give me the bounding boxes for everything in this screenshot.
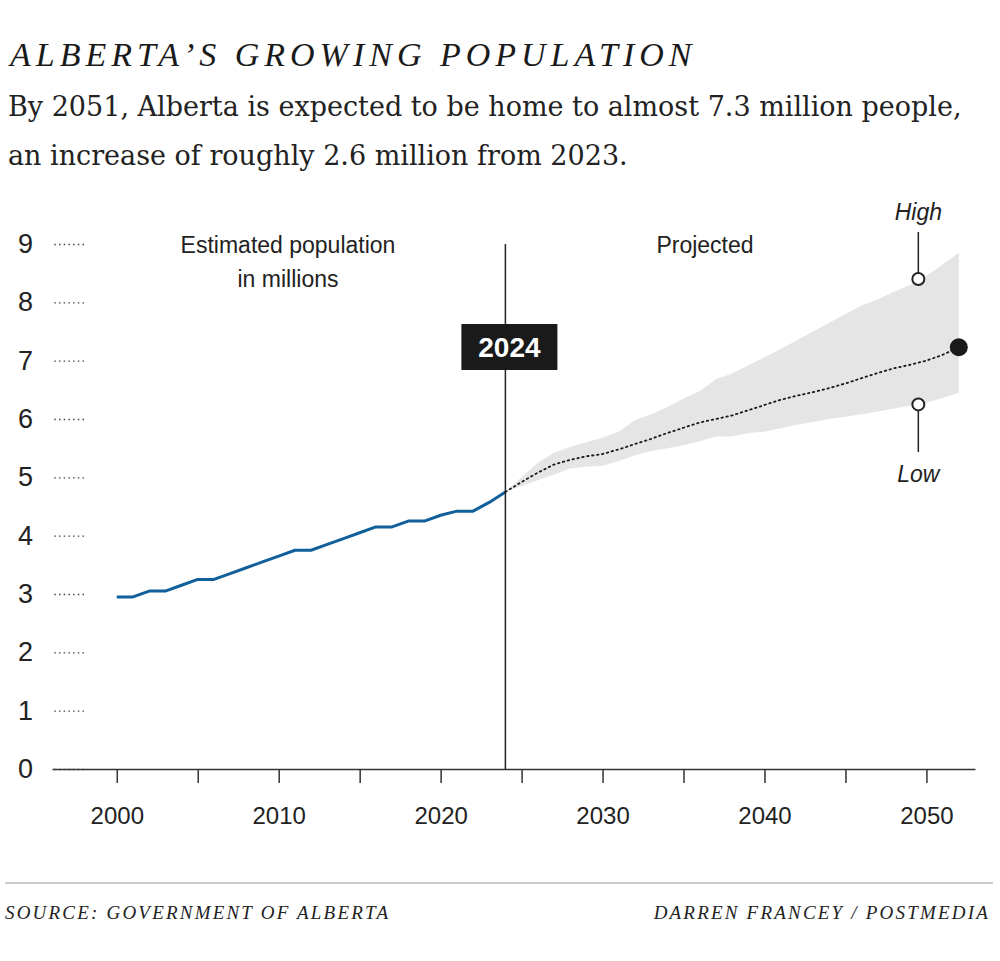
x-tick: 2000 [91,769,144,829]
y-tick-leader [52,419,84,420]
y-tick-label: 5 [18,462,33,492]
title: ALBERTA’S GROWING POPULATION [8,36,696,73]
x-tick-mark [602,769,604,783]
x-tick-mark [197,769,199,783]
y-tick-label: 1 [18,696,33,726]
x-tick: 2010 [253,769,306,829]
x-axis-line [53,769,976,771]
x-tick-mark [278,769,280,783]
region-label: in millions [238,266,339,292]
x-tick: 2030 [576,769,629,829]
x-tick-mark [359,769,361,783]
plot-area [117,253,968,597]
y-tick-label: 3 [18,579,33,609]
y-tick: 2 [18,637,84,667]
x-tick-label: 2020 [414,802,467,829]
reference-line [505,244,507,769]
x-tick-mark [926,769,928,783]
x-tick-mark [521,769,523,783]
y-axis: 0 1 2 3 4 5 6 7 8 9 [18,229,85,784]
y-tick: 6 [18,404,84,434]
region-label: Projected [656,232,753,258]
x-tick-mark [845,769,847,783]
y-axis-line [84,245,85,770]
x-tick: 2040 [738,769,791,829]
y-tick-leader [52,302,84,303]
y-tick: 3 [18,579,84,609]
y-tick-leader [52,536,84,537]
annotation-label: Low [897,461,941,487]
y-tick: 8 [18,287,84,317]
estimated-line [117,492,506,597]
y-tick-label: 4 [18,521,33,551]
y-tick-label: 7 [18,346,33,376]
source: SOURCE: GOVERNMENT OF ALBERTA [5,902,390,923]
x-tick-label: 2040 [738,802,791,829]
projected-line [505,347,958,492]
x-tick-label: 2030 [576,802,629,829]
subtitle-line: By 2051, Alberta is expected to be home … [8,91,962,122]
y-tick: 1 [18,696,84,726]
chart-container: ALBERTA’S GROWING POPULATION By 2051, Alb… [0,0,1000,961]
y-tick: 5 [18,462,84,492]
credit: DARREN FRANCEY / POSTMEDIA [653,902,990,923]
x-tick: 2020 [414,769,467,829]
reference-label-box [461,324,557,370]
annotation-marker [912,273,924,285]
y-tick-leader [52,477,84,478]
y-tick: 0 [18,754,84,784]
y-tick-leader [52,361,84,362]
y-tick-leader [52,769,84,770]
y-tick-label: 0 [18,754,33,784]
chart-svg: ALBERTA’S GROWING POPULATION By 2051, Alb… [0,0,1000,961]
y-tick-leader [52,244,84,245]
y-tick: 7 [18,346,84,376]
y-tick-leader [52,652,84,653]
x-tick [845,769,846,783]
projection-range [505,253,958,492]
region-label: Estimated population [181,232,396,258]
x-tick-mark [117,769,119,783]
x-tick [198,769,199,783]
x-tick: 2050 [900,769,953,829]
y-tick-label: 9 [18,229,33,259]
x-tick [360,769,361,783]
projection-end-dot [950,338,968,356]
y-tick-label: 2 [18,637,33,667]
y-tick-leader [52,594,84,595]
annotation-label: High [895,199,942,225]
y-tick-leader [52,711,84,712]
y-tick-label: 8 [18,287,33,317]
y-tick: 4 [18,521,84,551]
x-tick-mark [764,769,766,783]
footer-rule [5,882,993,883]
subtitle-line: an increase of roughly 2.6 million from … [8,140,628,171]
x-tick-mark [440,769,442,783]
annotation-leader [918,232,920,273]
x-tick-label: 2000 [91,802,144,829]
x-tick-mark [683,769,685,783]
subtitle: By 2051, Alberta is expected to be home … [8,91,962,171]
y-tick-label: 6 [18,404,33,434]
annotation-marker [912,398,924,410]
x-axis: 2000 2010 2020 2030 2040 2050 [53,769,976,829]
x-tick [522,769,523,783]
x-tick [684,769,685,783]
reference-label: 2024 [478,332,541,363]
y-tick: 9 [18,229,84,259]
annotation-leader [918,410,920,452]
x-tick-label: 2010 [253,802,306,829]
x-tick-label: 2050 [900,802,953,829]
